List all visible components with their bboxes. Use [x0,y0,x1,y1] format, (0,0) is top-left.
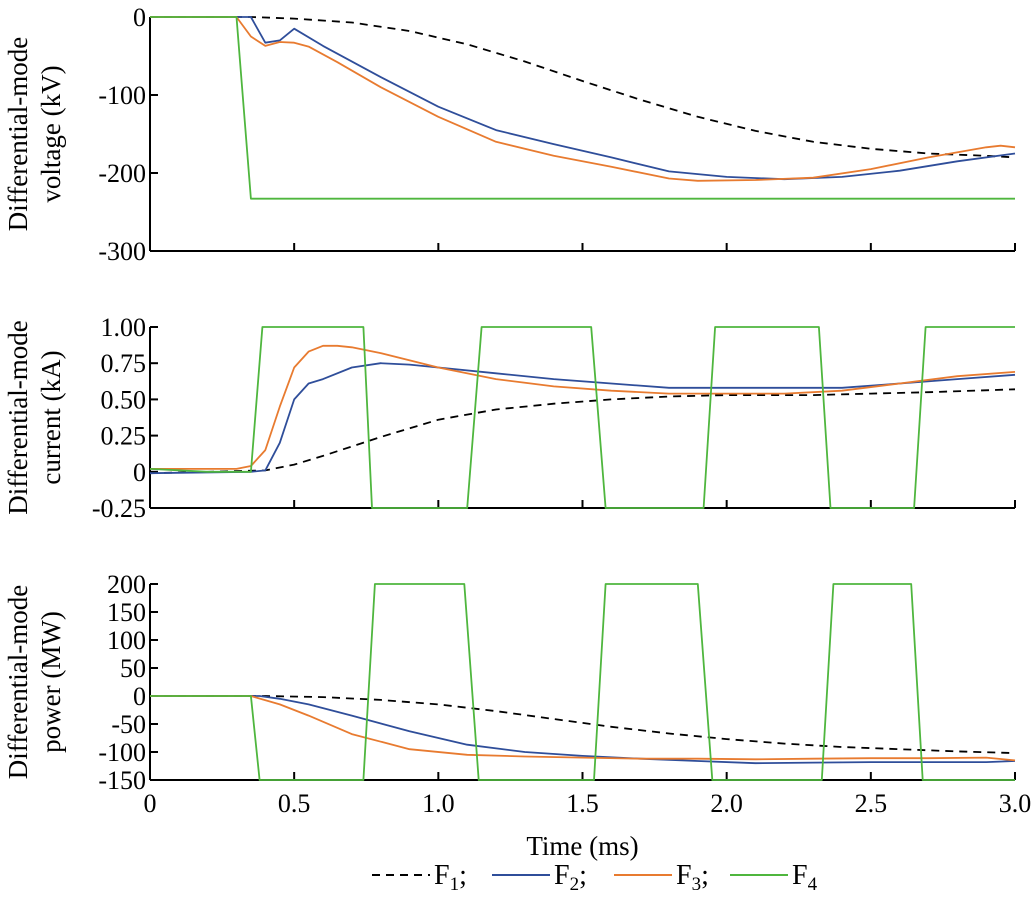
series-line-f4 [150,16,1015,200]
x-tick-label: 0 [144,789,157,818]
y-tick-label: 0.75 [101,349,147,378]
x-axis-label: Time (ms) [526,831,638,861]
legend-label-f3: F3; [676,860,709,895]
series-line-f1 [150,695,1016,754]
y-tick-label: 0.50 [101,385,147,414]
series-line-f3 [150,344,1016,470]
series-line-f4 [150,583,1015,781]
y-tick-label: -300 [98,237,146,266]
x-tick-label: 3.0 [999,789,1032,818]
series-line-f1 [149,388,1016,475]
x-tick-label: 1.5 [566,789,599,818]
x-tick-label: 2.0 [710,789,743,818]
series-line-f1 [150,16,1016,159]
series-line-f2 [150,695,1016,765]
y-tick-label: 100 [107,626,146,655]
y-tick-label: -100 [98,81,146,110]
panel-voltage: 0 -100 -200 -300 Differential-mode voltage (k… [3,3,1016,266]
series-line-f4 [149,326,1015,509]
y-tick-label: 0 [133,3,146,32]
series-line-f3 [150,16,1016,182]
y-tick-label: -200 [98,159,146,188]
y-tick-label: -150 [98,766,146,795]
y-tick-label: 0.25 [101,422,147,451]
y-tick-label: 0 [133,682,146,711]
x-tick-label: 1.0 [422,789,455,818]
y-axis-label-line: Differential-mode [3,37,33,231]
legend-label-f4: F4 [792,860,818,895]
y-axis-label-line: power (MW) [36,611,66,753]
y-tick-label: -100 [98,738,146,767]
series-line-f2 [150,16,1016,181]
y-tick-label: -50 [111,710,146,739]
y-tick-label: -0.25 [92,494,146,523]
y-tick-label: 50 [120,654,146,683]
x-tick-label: 2.5 [855,789,888,818]
y-axis-label-line: Differential-mode [3,320,33,514]
y-axis-label-line: voltage (kV) [36,65,66,202]
y-tick-label: 150 [107,598,146,627]
legend-label-f1: F1; [434,860,467,895]
panel-current: 1.00 0.75 0.50 0.25 0 -0.25 Differential-mode c… [3,313,1016,523]
y-axis-label-line: Differential-mode [3,585,33,779]
series-line-f3 [150,695,1016,762]
y-tick-label: 200 [107,570,146,599]
y-axis-label-line: current (kA) [36,350,66,484]
x-tick-label: 0.5 [278,789,311,818]
legend-label-f2: F2; [554,860,587,895]
y-tick-label: 0 [133,458,146,487]
y-tick-label: 1.00 [101,313,147,342]
series-line-f2 [149,362,1016,475]
legend: F1; F2; F3; F4 [372,860,818,895]
